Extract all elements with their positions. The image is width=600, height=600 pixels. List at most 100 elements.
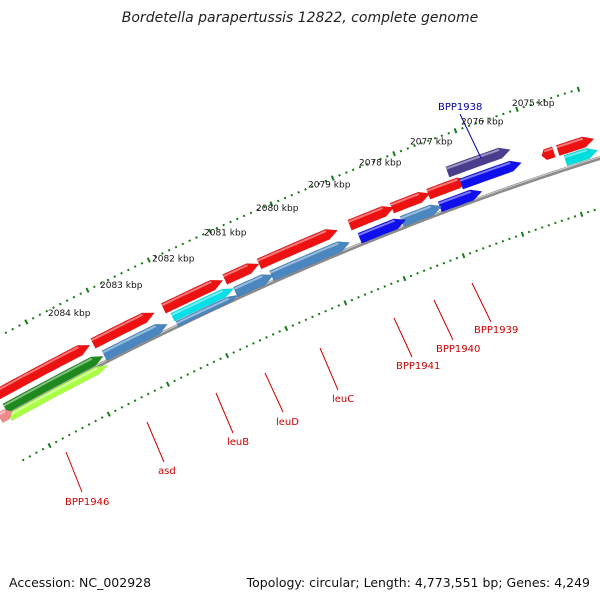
inner-tick: [520, 231, 525, 237]
outer-tick: [18, 324, 21, 327]
outer-tick: [358, 165, 362, 169]
outer-tick: [174, 245, 178, 249]
outer-tick: [481, 119, 485, 123]
feature-arrow: [347, 206, 395, 231]
feature-arrow-shade: [176, 297, 230, 325]
outer-tick: [106, 278, 110, 282]
outer-tick: [235, 217, 239, 221]
outer-tick: [140, 261, 144, 265]
outer-tick: [276, 199, 280, 203]
feature-arrow-shade: [161, 280, 212, 307]
feature-arrow: [399, 204, 443, 227]
gene-labels: BPP1938 BPP1939 BPP1940 BPP1941 leuC leuD leuB…: [65, 102, 518, 508]
feature-arrow-shade: [3, 357, 93, 407]
outer-tick: [508, 110, 512, 113]
outer-tick: [522, 105, 526, 109]
gene-label: BPP1941: [396, 361, 440, 372]
feature-arrow-shade: [390, 193, 420, 206]
gene-label: leuC: [332, 394, 354, 405]
outer-tick: [474, 122, 478, 125]
inner-tick: [106, 411, 111, 417]
feature-arrow-shade: [400, 205, 431, 220]
inner-tick: [396, 279, 400, 283]
inner-tick-track: [21, 208, 596, 462]
inner-tick: [61, 437, 65, 440]
inner-tick: [593, 208, 596, 212]
leader-line: [393, 317, 413, 358]
feature-arrow-shade: [222, 264, 248, 278]
outer-tick: [345, 171, 348, 174]
feature-arrow: [555, 136, 595, 157]
outer-tick: [529, 103, 532, 106]
inner-tick: [501, 239, 505, 243]
inner-tick: [298, 321, 301, 324]
outer-tick: [229, 220, 232, 224]
inner-tick: [225, 352, 230, 359]
inner-tick: [192, 369, 196, 373]
inner-tick: [330, 307, 334, 310]
inner-tick: [416, 272, 419, 275]
outer-tick: [392, 151, 396, 157]
outer-tick: [570, 90, 573, 93]
inner-tick: [540, 226, 544, 229]
outer-tick: [133, 265, 137, 268]
tick-label: 2081 kbp: [204, 229, 247, 239]
inner-tick: [390, 282, 393, 286]
inner-tick: [449, 259, 452, 262]
inner-tick: [252, 342, 255, 345]
tick-labels: 2075 kbp 2076 kbp 2077 kbp 2078 kbp 2079 kbp…: [48, 99, 555, 319]
inner-tick: [291, 324, 295, 327]
inner-tick: [160, 386, 163, 389]
feature-arrow-shade: [426, 178, 458, 192]
tick-label: 2080 kbp: [256, 204, 299, 214]
inner-tick: [165, 381, 170, 387]
leader-line: [264, 372, 284, 413]
feature-arrow-shade: [556, 137, 584, 149]
feature-arrow: [170, 288, 235, 322]
tick-label: 2078 kbp: [359, 159, 402, 169]
outer-tick: [208, 228, 213, 234]
inner-tick: [409, 274, 413, 278]
inner-tick: [311, 315, 314, 319]
inner-tick: [120, 406, 124, 409]
outer-tick: [543, 98, 546, 102]
inner-tick: [21, 458, 25, 462]
inner-tick: [363, 293, 367, 296]
feature-arrow: [90, 312, 155, 349]
inner-tick: [140, 395, 143, 399]
outer-tick: [201, 233, 205, 236]
inner-tick: [127, 402, 130, 406]
inner-tick: [547, 223, 551, 227]
outer-tick: [269, 201, 274, 207]
outer-tick: [146, 257, 151, 263]
leader-line: [65, 451, 83, 493]
outer-tick: [45, 309, 49, 313]
feature-arrow: [222, 263, 260, 285]
inner-tick: [199, 366, 203, 370]
feature-arrow: [357, 218, 407, 244]
feature-arrow-shade: [102, 325, 157, 354]
gene-label: BPP1940: [436, 344, 480, 355]
feature-track: [0, 136, 599, 424]
inner-tick: [370, 290, 373, 294]
inner-tick: [113, 409, 117, 413]
feature-arrow: [389, 191, 431, 214]
inner-tick: [554, 221, 557, 225]
outer-tick: [549, 96, 553, 100]
tick-label: 2075 kbp: [512, 99, 555, 109]
inner-tick: [278, 330, 281, 333]
inner-tick: [508, 237, 511, 241]
inner-tick: [442, 261, 446, 265]
map-title: Bordetella parapertussis 12822, complete…: [121, 10, 479, 26]
outer-tick: [372, 160, 375, 163]
outer-tick: [242, 214, 246, 218]
feature-arrow-shade: [8, 367, 98, 417]
feature-arrow: [101, 324, 168, 361]
feature-arrow-shade: [0, 346, 79, 391]
feature-arrow: [256, 229, 339, 270]
gene-label: leuD: [276, 417, 299, 428]
feature-arrow: [458, 160, 523, 190]
inner-tick: [81, 426, 84, 430]
inner-tick: [284, 325, 289, 332]
